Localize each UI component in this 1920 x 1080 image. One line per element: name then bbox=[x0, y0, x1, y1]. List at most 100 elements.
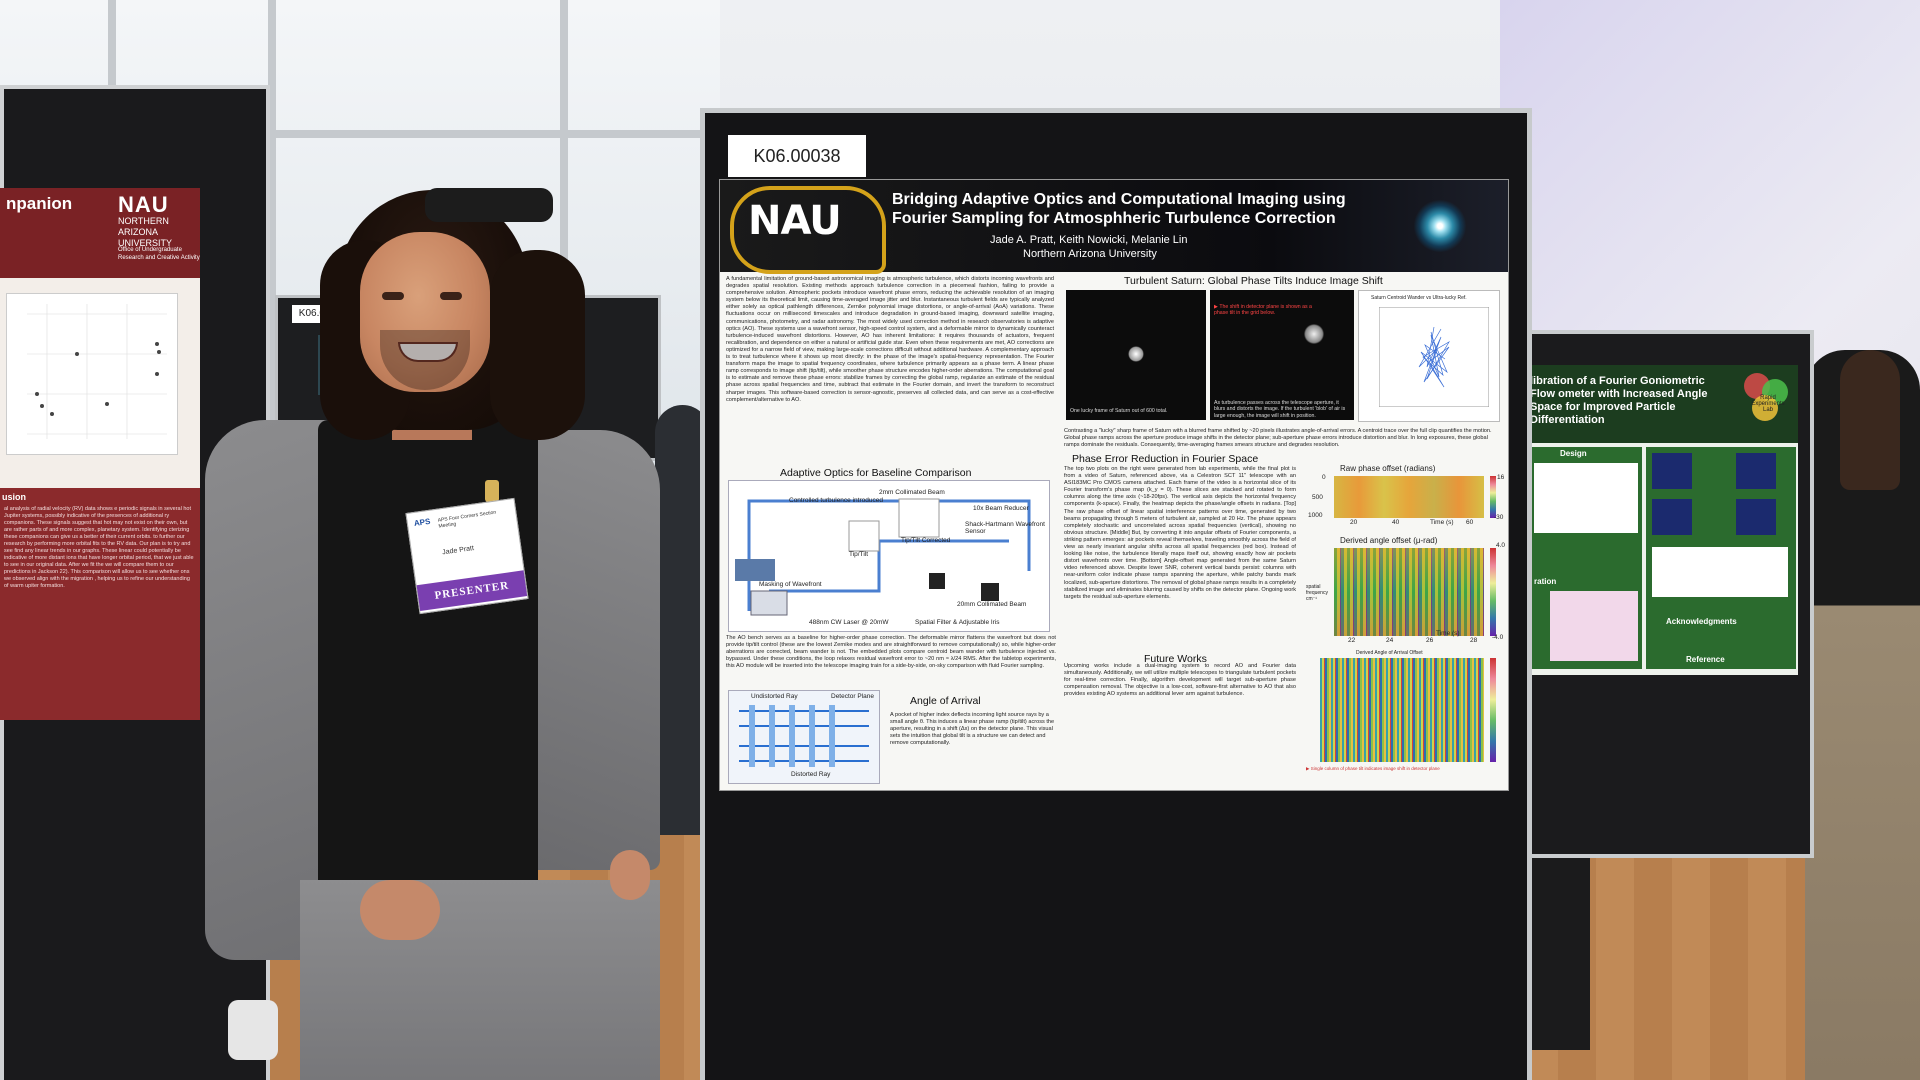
cbar-min: -30 bbox=[1494, 514, 1504, 521]
saturn-lucky-frame: One lucky frame of Saturn out of 600 tot… bbox=[1066, 290, 1206, 420]
nau-logo: NAU bbox=[748, 198, 842, 244]
left-poster-conclusion: usion al analysis of radial velocity (RV… bbox=[0, 488, 200, 720]
ao-description: The AO bench serves as a baseline for hi… bbox=[726, 635, 1056, 670]
x-tick: 60 bbox=[1466, 519, 1474, 526]
left-hand bbox=[360, 880, 440, 940]
right-hand bbox=[610, 850, 650, 900]
hair-right-curls bbox=[490, 250, 585, 440]
x-axis-label: Time (s) bbox=[1436, 630, 1460, 637]
black-shirt bbox=[318, 420, 538, 920]
aoa-description: A pocket of higher index deflects incomi… bbox=[890, 712, 1055, 747]
saturn-description: Contrasting a "lucky" sharp frame of Sat… bbox=[1064, 428, 1492, 449]
iteration-heading: ration bbox=[1534, 577, 1557, 586]
left-poster: npanion NAU NORTHERN ARIZONA UNIVERSITY … bbox=[0, 188, 200, 720]
ao-heading: Adaptive Optics for Baseline Comparison bbox=[780, 467, 972, 479]
x-tick: 28 bbox=[1470, 637, 1478, 644]
ao-fig-label: Controlled turbulence introduced bbox=[789, 497, 883, 504]
aoa-schematic bbox=[739, 705, 869, 767]
saturn-caption: One lucky frame of Saturn out of 600 tot… bbox=[1070, 408, 1168, 414]
aoa-fig-label: Undistorted Ray bbox=[751, 693, 798, 700]
result-image bbox=[1652, 453, 1692, 489]
poster-introduction: A fundamental limitation of ground-based… bbox=[726, 276, 1054, 403]
badge-event: APS Four Corners Section Meeting bbox=[437, 509, 497, 530]
future-heading: Future Works bbox=[1144, 653, 1207, 665]
left-poster-title: npanion bbox=[6, 194, 73, 213]
poster-authors: Jade A. Pratt, Keith Nowicki, Melanie Li… bbox=[990, 234, 1188, 246]
lab-logo-text: Rapid Experiments Lab bbox=[1751, 395, 1785, 413]
ao-fig-label: 488nm CW Laser @ 20mW bbox=[809, 619, 889, 626]
right-poster: libration of a Fourier Goniometric Flow … bbox=[1526, 365, 1798, 675]
ao-fig-label: Masking of Wavefront bbox=[759, 581, 822, 588]
saturn-image bbox=[1128, 346, 1144, 362]
ao-fig-label: 20mm Collimated Beam bbox=[957, 601, 1027, 608]
sneaker bbox=[228, 1000, 278, 1060]
saturn-blurred-frame: ▶ The shift in detector plane is shown a… bbox=[1210, 290, 1354, 420]
name-badge: APS APS Four Corners Section Meeting Jad… bbox=[405, 497, 529, 615]
main-poster: NAU Bridging Adaptive Optics and Computa… bbox=[720, 180, 1508, 790]
right-poster-design-panel: Design ration bbox=[1530, 447, 1642, 669]
x-axis-label: Time (s) bbox=[1430, 519, 1454, 526]
poster-title: Bridging Adaptive Optics and Computation… bbox=[892, 191, 1346, 227]
cbar-max: 16 bbox=[1497, 474, 1505, 481]
office-label: Office of Undergraduate Research and Cre… bbox=[118, 247, 200, 261]
aoa-heading: Angle of Arrival bbox=[910, 695, 981, 707]
window-transom bbox=[0, 130, 720, 138]
fourier-description: The top two plots on the right were gene… bbox=[1064, 466, 1296, 600]
nebula-image bbox=[1410, 196, 1470, 256]
result-image bbox=[1736, 453, 1776, 489]
aoa-fig-label: Distorted Ray bbox=[791, 771, 831, 778]
gray-pants bbox=[300, 880, 660, 1080]
window-mullion bbox=[560, 0, 568, 470]
x-tick: 26 bbox=[1426, 637, 1434, 644]
ao-fig-label: Tip/Tilt Corrected bbox=[901, 537, 951, 544]
ao-bench-diagram: Controlled turbulence introduced 2mm Col… bbox=[728, 480, 1050, 632]
reference-heading: Reference bbox=[1686, 655, 1725, 664]
x-tick: 20 bbox=[1350, 519, 1358, 526]
lapel-pin bbox=[485, 480, 499, 502]
bystander-hair bbox=[1840, 350, 1900, 490]
left-poster-scatter-plot bbox=[6, 293, 178, 455]
blazer-right bbox=[520, 430, 660, 870]
poster-university: Northern Arizona University bbox=[1023, 248, 1157, 260]
angle-offset-overlay bbox=[1334, 548, 1484, 636]
poster-header: NAU Bridging Adaptive Optics and Computa… bbox=[720, 180, 1508, 274]
y-tick: 1000 bbox=[1308, 512, 1323, 519]
saturn-image-shifted bbox=[1304, 324, 1324, 344]
design-figure bbox=[1534, 463, 1638, 533]
scatter-plot-graphic bbox=[27, 304, 167, 439]
badge-org: APS bbox=[413, 516, 431, 529]
angle-offset-colorbar bbox=[1490, 548, 1496, 636]
saturn-shift-note: ▶ The shift in detector plane is shown a… bbox=[1214, 304, 1312, 317]
conclusion-text: al analysis of radial velocity (RV) data… bbox=[4, 506, 194, 589]
poster-number-tag: K06.00038 bbox=[728, 135, 866, 177]
right-poster-title: libration of a Fourier Goniometric Flow … bbox=[1530, 375, 1708, 426]
saturn-aoa-heatmap bbox=[1320, 658, 1484, 762]
result-image bbox=[1652, 499, 1692, 535]
design-heading: Design bbox=[1560, 449, 1587, 458]
raw-phase-title: Raw phase offset (radians) bbox=[1340, 464, 1436, 473]
saturn-heading: Turbulent Saturn: Global Phase Tilts Ind… bbox=[1124, 275, 1383, 287]
sunglasses-on-head bbox=[425, 188, 553, 222]
angle-offset-plot: Derived angle offset (μ-rad) 4.0 -4.0 sp… bbox=[1306, 536, 1506, 648]
angle-offset-heatmap bbox=[1334, 548, 1484, 636]
aoa-diagram: Undistorted Ray Detector Plane Distorted… bbox=[728, 690, 880, 784]
conclusion-heading: usion bbox=[2, 492, 26, 502]
venn-logo-yellow bbox=[1752, 395, 1778, 421]
saturn-aoa-note: ▶ Single column of phase tilt indicates … bbox=[1306, 766, 1440, 771]
face bbox=[360, 232, 490, 392]
saturn-aoa-plot: Derived Angle of Arrival Offset ▶ Single… bbox=[1306, 650, 1504, 788]
raw-phase-plot: Raw phase offset (radians) 16 -30 0 500 … bbox=[1306, 464, 1504, 528]
ao-fig-label: Spatial Filter & Adjustable Iris bbox=[915, 619, 1000, 626]
saturn-aoa-colorbar bbox=[1490, 658, 1496, 762]
centroid-trace bbox=[1379, 307, 1489, 407]
aoa-fig-label: Detector Plane bbox=[831, 693, 874, 700]
saturn-blur-caption: As turbulence passes across the telescop… bbox=[1214, 400, 1346, 419]
result-plot bbox=[1652, 547, 1788, 597]
y-axis-label: spatial frequency cm⁻¹ bbox=[1306, 584, 1328, 602]
nau-logo: NAU bbox=[118, 192, 169, 217]
x-tick: 40 bbox=[1392, 519, 1400, 526]
cbar-min: -4.0 bbox=[1492, 634, 1504, 641]
result-image bbox=[1736, 499, 1776, 535]
cbar-max: 4.0 bbox=[1496, 542, 1506, 549]
